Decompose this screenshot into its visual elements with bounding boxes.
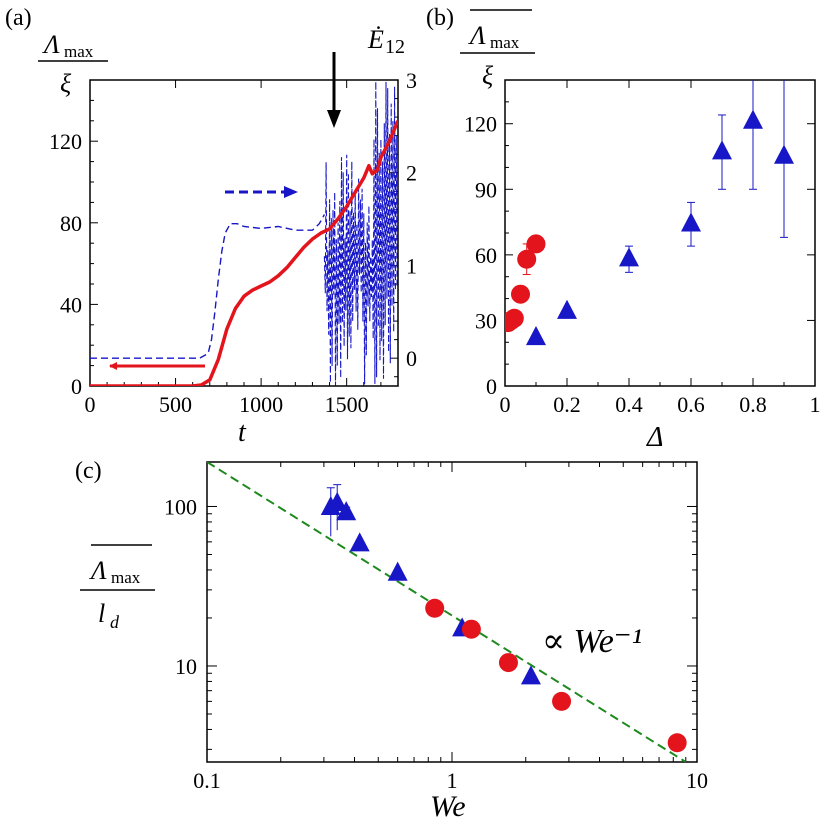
- panel-b-plot-area: [505, 80, 794, 346]
- panel-a: (a) Λ max ξ Ė 12 t 0 500 1000 150004080120…: [5, 5, 417, 448]
- panel-c-point-circle: [461, 619, 481, 639]
- panel-b-x-tick-label: 0: [500, 392, 511, 417]
- panel-b-y-tick-label: 0: [486, 374, 497, 399]
- panel-b-y-tick-label: 120: [464, 112, 497, 137]
- panel-a-y-tick-label: 40: [60, 292, 82, 317]
- panel-c-x-tick-label: 0.1: [193, 768, 221, 793]
- panel-b-point-triangle: [712, 140, 732, 160]
- panel-b-y-tick-label: 90: [475, 177, 497, 202]
- panel-a-ylabel: Λ max ξ: [38, 30, 108, 98]
- panel-a-y2-tick-label: 0: [406, 346, 417, 371]
- panel-a-xlabel: t: [238, 417, 247, 448]
- panel-a-black-arrow: [327, 52, 341, 128]
- panel-a-series-blue-dashed: [90, 214, 326, 359]
- panel-b-label: (b): [426, 5, 454, 31]
- panel-b: (b) Λ max ξ Δ 0 0.2 0.4 0.6 0.8 1 0 30 60 90 120: [426, 5, 821, 453]
- panel-a-ylabel-xi: ξ: [60, 69, 72, 98]
- panel-c: (c) Λ max l d We ∝ We⁻¹ 0.1 1 10 10 100: [75, 458, 708, 823]
- panel-a-plot-area: [90, 81, 398, 386]
- panel-c-point-circle: [667, 733, 687, 753]
- panel-a-ylabel-lambda: Λ: [41, 30, 60, 59]
- panel-c-point-circle: [552, 691, 572, 711]
- panel-c-xlabel: We: [430, 790, 466, 823]
- panel-c-label: (c): [75, 458, 102, 484]
- panel-b-x-tick-label: 0.2: [553, 392, 581, 417]
- panel-c-point-triangle: [520, 665, 541, 685]
- panel-b-point-circle: [526, 234, 546, 254]
- panel-c-fit-label: ∝ We⁻¹: [542, 623, 642, 660]
- panel-a-y2label-sub: 12: [385, 36, 405, 58]
- panel-b-point-triangle: [681, 212, 701, 232]
- panel-a-y2label-main: Ė: [367, 25, 384, 54]
- panel-c-point-circle: [425, 598, 445, 618]
- panel-b-x-tick-label: 1: [810, 392, 821, 417]
- panel-b-y-tick-label: 60: [475, 243, 497, 268]
- panel-b-xlabel: Δ: [646, 422, 663, 453]
- panel-c-point-triangle: [349, 532, 370, 552]
- panel-b-point-triangle: [774, 144, 794, 164]
- panel-b-ylabel-sub: max: [490, 33, 520, 52]
- panel-a-label: (a): [5, 5, 32, 31]
- panel-b-point-circle: [511, 284, 530, 304]
- panel-b-y-tick-label: 30: [475, 308, 497, 333]
- panel-a-series-blue-oscillation: [323, 81, 398, 386]
- panel-a-y-tick-label: 0: [71, 374, 82, 399]
- panel-c-ylabel-sub: max: [111, 568, 141, 587]
- panel-c-plot-area: [207, 462, 687, 762]
- panel-a-ylabel-sub: max: [64, 42, 94, 61]
- panel-b-point-circle: [505, 308, 524, 328]
- panel-c-ylabel-l: l: [98, 599, 105, 628]
- panel-c-point-triangle: [336, 501, 357, 521]
- panel-c-ylabel-lambda: Λ: [88, 556, 107, 585]
- panel-b-plot-frame: [504, 79, 816, 387]
- panel-b-x-tick-label: 0.8: [739, 392, 767, 417]
- panel-a-y-tick-label: 80: [60, 211, 82, 236]
- panel-c-point-triangle: [387, 561, 408, 581]
- panel-a-y2-tick-label: 2: [406, 161, 417, 186]
- panel-c-ylabel-d: d: [110, 612, 120, 632]
- panel-a-y-tick-label: 120: [49, 129, 82, 154]
- panel-b-ylabel-lambda: Λ: [467, 21, 486, 50]
- panel-b-x-tick-label: 0.6: [677, 392, 705, 417]
- panel-c-point-circle: [498, 653, 518, 673]
- panel-b-ylabel-xi: ξ: [482, 61, 494, 90]
- panel-b-point-triangle: [743, 109, 763, 129]
- panel-b-ylabel: Λ max ξ: [460, 9, 535, 90]
- panel-c-point-triangle: [327, 491, 348, 511]
- panel-a-x-tick-label: 1000: [239, 392, 283, 417]
- panel-c-x-tick-label: 10: [686, 768, 708, 793]
- panel-b-point-triangle: [557, 299, 577, 319]
- panel-c-ylabel: Λ max l d: [80, 544, 155, 632]
- panel-c-x-tick-label: 1: [447, 768, 458, 793]
- panel-a-x-tick-label: 1500: [325, 392, 369, 417]
- panel-b-point-triangle: [526, 326, 546, 346]
- panel-b-x-tick-label: 0.4: [615, 392, 643, 417]
- panel-c-y-tick-label: 10: [175, 654, 197, 679]
- panel-b-point-circle: [517, 249, 537, 269]
- panel-a-y2-tick-label: 1: [406, 253, 417, 278]
- panel-a-x-tick-label: 500: [159, 392, 192, 417]
- panel-c-fit-line: [207, 462, 687, 762]
- panel-a-y2-tick-label: 3: [406, 68, 417, 93]
- panel-a-series-red: [90, 120, 398, 386]
- panel-a-y2label: Ė 12: [367, 25, 405, 58]
- panel-b-point-triangle: [619, 247, 639, 267]
- panel-a-blue-arrow: [225, 186, 298, 198]
- panel-a-x-tick-label: 0: [85, 392, 96, 417]
- panel-c-y-tick-label: 100: [164, 494, 197, 519]
